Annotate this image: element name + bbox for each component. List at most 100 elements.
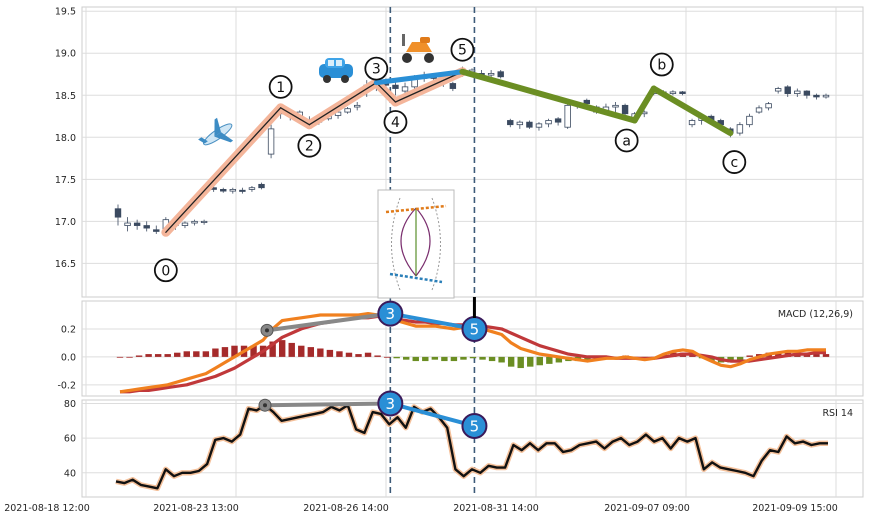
wave-impulse-line (279, 107, 311, 126)
candle-body (813, 94, 820, 98)
candle-body (621, 104, 629, 115)
x-tick-label: 2021-08-31 14:00 (453, 503, 539, 514)
macd-hist-bar (736, 356, 744, 360)
macd-hist-bar (250, 345, 257, 357)
y-tick-label: 0.2 (61, 324, 76, 335)
node-text: 3 (386, 305, 396, 323)
macd-hist-bar (479, 356, 486, 360)
wave-label-2: 2 (297, 133, 322, 158)
candle-body (784, 86, 791, 94)
node-text: 5 (470, 417, 480, 435)
rsi-divergence-node-5: 5 (461, 412, 488, 439)
macd-hist-bar (546, 356, 553, 364)
macd-hist-bar (441, 356, 448, 362)
candle-body (392, 84, 399, 89)
macd-hist-bar (507, 356, 515, 367)
node-text: 3 (386, 395, 396, 413)
candle-body (612, 104, 619, 108)
candle-body (765, 103, 772, 109)
y-tick-label: 18.0 (55, 133, 76, 144)
candle-body (564, 104, 571, 128)
macd-divergence-node-5: 5 (461, 315, 488, 342)
inset-illustration (377, 189, 455, 299)
macd-hist-bar (517, 356, 524, 369)
wave-label-text: 2 (305, 139, 314, 155)
macd-hist-bar (145, 354, 152, 357)
rsi-divergence-node-3: 3 (377, 390, 404, 417)
wave-correction-line (631, 85, 657, 124)
candle-body (143, 225, 150, 229)
macd-hist-bar (298, 345, 305, 357)
macd-hist-bar (746, 355, 753, 357)
candle-body (497, 71, 504, 78)
macd-hist-bar (536, 356, 543, 366)
candle-body (803, 90, 811, 96)
macd-hist-bar (336, 351, 343, 357)
macd-divergence-blue-line (389, 311, 475, 331)
wave-label-a: a (614, 128, 639, 153)
macd-hist-bar (231, 345, 238, 357)
indicator-lines: 3 5 3 5 (115, 297, 828, 491)
wave-label-text: a (622, 133, 631, 149)
wave-label-0: 0 (153, 258, 178, 283)
wave-impulse-line (394, 71, 464, 103)
wave-label-1: 1 (268, 74, 293, 99)
candle-body (554, 118, 562, 123)
macd-hist-bar (202, 351, 210, 357)
macd-hist-bar (393, 356, 400, 359)
wave-label-circle (614, 128, 639, 153)
candle-body (153, 229, 160, 232)
wave-label-text: 5 (458, 43, 467, 59)
wave-label-circle (297, 133, 322, 158)
macd-hist-bar (317, 348, 324, 357)
wave-label-text: 4 (391, 115, 400, 131)
candle-body (124, 222, 131, 226)
macd-hist-bar (154, 354, 162, 357)
macd-hist-bar (269, 341, 276, 357)
wave-label-5: 5 (450, 37, 475, 62)
candle-body (133, 222, 141, 226)
macd-hist-bar (431, 356, 439, 360)
y-tick-label: 60 (64, 434, 76, 445)
wave-label-text: c (730, 155, 738, 171)
candle-body (344, 108, 351, 113)
wave-correction-line (650, 85, 734, 137)
axes: 16.5 17.0 17.5 18.0 18.5 19.0 19.5 -0.2 0.0 0.2 MA… (4, 7, 853, 514)
macd-hist-bar (126, 356, 133, 358)
node-circle (461, 412, 488, 439)
wave-label-circle (450, 37, 475, 62)
wave-label-circle (649, 52, 674, 77)
macd-hist-bar (174, 352, 181, 357)
y-tick-label: 18.5 (55, 91, 76, 102)
macd-hist-bar (775, 352, 782, 357)
macd-hist-bar (450, 356, 458, 362)
car-icon (319, 58, 353, 83)
macd-hist-bar (498, 356, 505, 363)
wave-label-4: 4 (383, 110, 408, 134)
candle-body (248, 187, 256, 190)
candle-body (449, 83, 457, 89)
y-tick-label: 80 (64, 399, 76, 410)
candle-body (679, 91, 686, 94)
candle-body (220, 189, 227, 192)
decorations (198, 34, 455, 299)
macd-hist-bar (135, 355, 143, 357)
candle-body (114, 208, 122, 218)
macd-hist-bar (288, 342, 295, 357)
x-tick-label: 2021-08-26 14:00 (303, 503, 389, 514)
y-tick-label: 19.0 (55, 49, 76, 60)
candle-body (669, 91, 677, 94)
candle-body (353, 104, 361, 108)
macd-hist-bar (374, 355, 381, 357)
macd-hist-bar (555, 356, 563, 363)
wave-label-circle (364, 56, 389, 81)
candle-body (535, 123, 543, 128)
rsi-divergence-grey-line (264, 401, 391, 408)
macd-divergence-grey-line (266, 311, 391, 333)
macd-hist-bar (422, 356, 429, 362)
macd-hist-bar (212, 348, 219, 357)
macd-hist-bar (164, 354, 171, 357)
macd-hist-bar (813, 354, 820, 357)
candle-body (688, 120, 696, 126)
wave-label-circle (153, 258, 178, 283)
